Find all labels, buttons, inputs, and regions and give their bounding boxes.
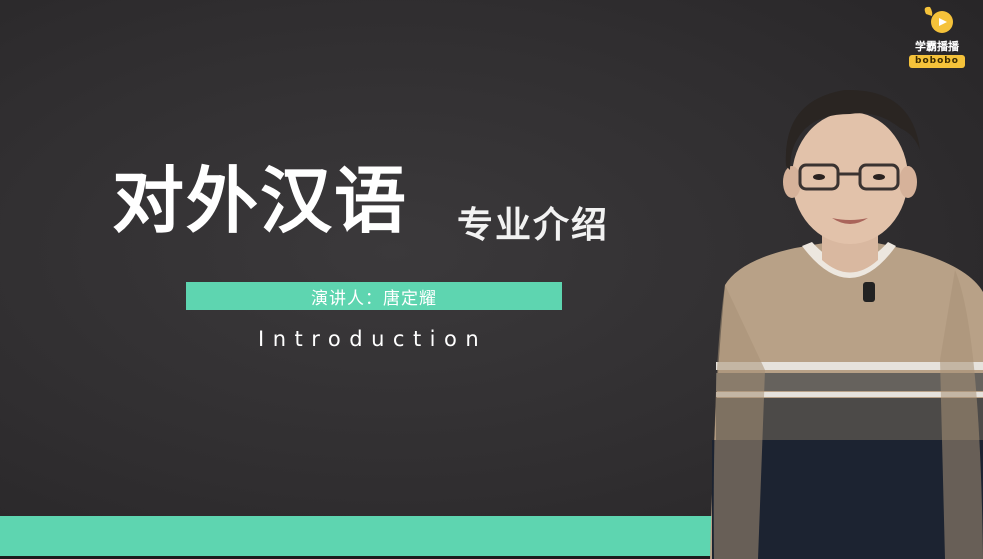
logo-subtext: bobobo xyxy=(909,55,965,68)
presenter-image xyxy=(710,89,983,559)
slide-subtitle: 专业介绍 xyxy=(457,205,610,246)
bottom-edge xyxy=(0,556,983,559)
logo-name: 学霸播播 xyxy=(915,40,959,53)
speaker-label: 演讲人：唐定耀 xyxy=(311,288,437,309)
slide-title: 对外汉语 xyxy=(112,158,409,243)
speaker-banner: 演讲人：唐定耀 xyxy=(186,282,562,310)
logo-mascot-icon xyxy=(924,6,953,33)
channel-logo: 学霸播播 bobobo xyxy=(906,4,968,68)
introduction-label: Introduction xyxy=(258,327,488,351)
